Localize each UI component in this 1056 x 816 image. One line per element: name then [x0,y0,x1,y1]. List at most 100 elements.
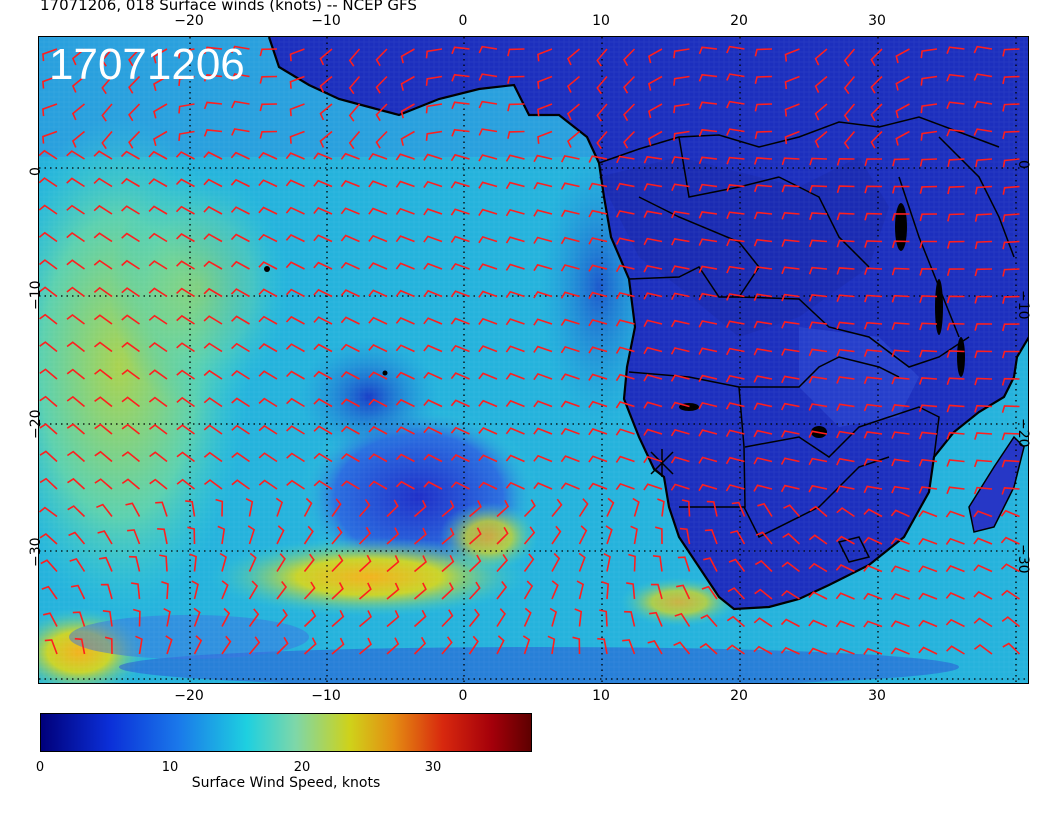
wind-barb [368,152,388,161]
wind-barb [754,560,773,573]
wind-barb [863,403,883,412]
wind-barb [319,48,333,66]
wind-barb [69,557,86,572]
wind-barb [39,313,58,325]
wind-barb [560,264,580,272]
wind-barb [451,128,470,137]
wind-barb [808,430,828,438]
wind-barb [94,478,113,490]
wind-barbs [39,45,1021,656]
wind-barb [704,529,718,545]
wind-barb [890,537,910,545]
wind-barb [231,100,250,109]
wind-barb [781,589,800,600]
wind-barb [615,373,635,382]
wind-barb [578,552,586,572]
wind-barb [221,580,229,600]
wind-barb [66,341,85,353]
wind-barb [1001,616,1021,628]
wind-barb [395,453,415,463]
wind-barb [341,480,360,490]
wind-barb [157,528,168,545]
wind-barb [523,580,534,600]
wind-barb [918,592,938,600]
wind-barb [643,428,663,436]
wind-barb [358,554,372,573]
wind-barb [1001,405,1020,413]
wind-barb [451,73,470,82]
wind-barb [754,103,773,112]
wind-barb [450,481,470,490]
wind-barb [368,262,388,270]
wind-barb [567,75,581,93]
wind-barb [649,611,663,627]
wind-barb [70,584,86,600]
wind-barb [843,130,856,150]
wind-barb [276,636,289,655]
wind-barb [450,399,470,408]
wind-barb [588,455,608,463]
wind-barb [560,209,580,217]
wind-barb [670,401,690,410]
wind-barb [39,177,58,188]
wind-barb [230,233,250,243]
wind-barb [698,183,718,192]
wind-barb [670,456,690,464]
wind-barb [66,313,85,325]
wind-barb [863,647,883,655]
wind-barb [93,204,113,215]
wind-barb [533,345,553,353]
wind-barb [588,209,608,218]
wind-barb [895,75,910,91]
colorbar-label: Surface Wind Speed, knots [191,775,381,791]
wind-barb [68,531,86,545]
wind-barb [523,499,536,518]
wind-barb [808,534,828,545]
wind-barb [974,213,993,222]
wind-barb [698,73,718,82]
wind-barb [973,617,993,628]
wind-map[interactable] [38,36,1029,684]
wind-barb [505,427,525,435]
wind-barb [1002,295,1020,304]
wind-barb [148,260,168,270]
wind-barb [203,74,223,82]
wind-barb [375,130,388,149]
wind-barb [892,158,910,167]
wind-barb [870,75,883,94]
wind-barb [974,185,993,195]
wind-barb [533,236,553,244]
wind-barb [891,349,910,358]
wind-barb [643,483,663,491]
wind-barb [203,205,223,215]
wind-barb [615,210,635,218]
wind-barb [93,232,113,243]
wind-barb [340,152,360,160]
wind-barb [127,529,141,545]
wind-barb [203,233,223,243]
wind-barb [974,404,993,413]
wind-barb [808,375,828,384]
wind-barb [258,424,278,435]
wind-barb [285,179,305,188]
wind-barb [121,341,140,353]
wind-barb [919,267,938,276]
wind-barb [698,401,718,410]
lon-tick-top: 0 [458,13,468,29]
wind-barb [727,587,746,600]
wind-barb [753,184,773,193]
wind-barb [386,527,400,545]
wind-barb [93,259,113,270]
wind-barb [919,240,937,249]
wind-barb [478,45,498,54]
wind-barb [468,635,479,655]
wind-barb [698,265,718,274]
wind-barb [203,287,223,298]
wind-barb [135,635,143,655]
wind-barb [1000,509,1020,518]
wind-barb [66,286,85,298]
wind-barb [809,157,828,166]
wind-barb [920,103,938,114]
wind-barb [560,373,580,381]
wind-barb [647,103,663,119]
